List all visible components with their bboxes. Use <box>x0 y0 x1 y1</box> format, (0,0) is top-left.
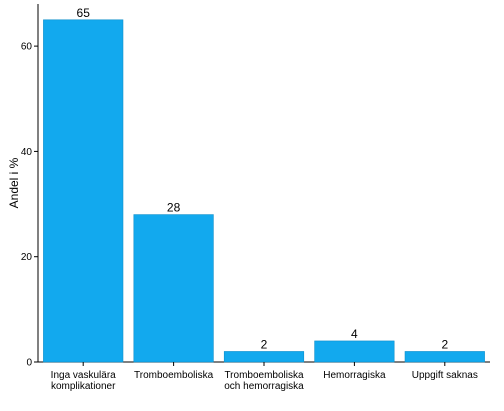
bar-value-label: 65 <box>77 6 91 20</box>
x-tick-label-line: Uppgift saknas <box>412 370 478 381</box>
x-tick-label-line: Tromboemboliska <box>134 370 214 381</box>
bar <box>404 351 485 363</box>
y-tick-label: 40 <box>21 147 33 158</box>
x-tick-label: Tromboemboliska <box>134 370 214 381</box>
x-tick-label-line: Inga vaskulära <box>51 370 116 381</box>
y-tick-label: 20 <box>21 252 33 263</box>
bar-value-label: 2 <box>441 337 448 351</box>
x-tick-label: Tromboemboliska och hemorragiska <box>224 370 304 392</box>
x-tick-label-line: Hemorragiska <box>323 370 386 381</box>
y-tick-label: 0 <box>26 358 32 369</box>
x-tick-label: Uppgift saknas <box>412 370 478 381</box>
x-tick-label-line: och hemorragiska <box>224 381 304 392</box>
plot-area: 0 20 40 60 65 Inga vaskulära komplikationer 28 T… <box>21 4 490 392</box>
x-tick-label: Inga vaskulära komplikationer <box>51 370 116 392</box>
y-axis-title: Andel i % <box>7 157 21 208</box>
bar-value-label: 2 <box>261 337 268 351</box>
bar <box>43 19 124 363</box>
x-tick-label-line: Tromboemboliska <box>224 370 304 381</box>
x-tick-label-line: komplikationer <box>51 381 116 392</box>
bar <box>223 351 305 363</box>
bar-value-label: 28 <box>167 201 181 215</box>
x-tick-label: Hemorragiska <box>323 370 386 381</box>
bar-value-label: 4 <box>351 327 358 341</box>
y-tick-label: 60 <box>21 42 33 53</box>
bar <box>314 340 395 363</box>
bar <box>133 214 214 363</box>
